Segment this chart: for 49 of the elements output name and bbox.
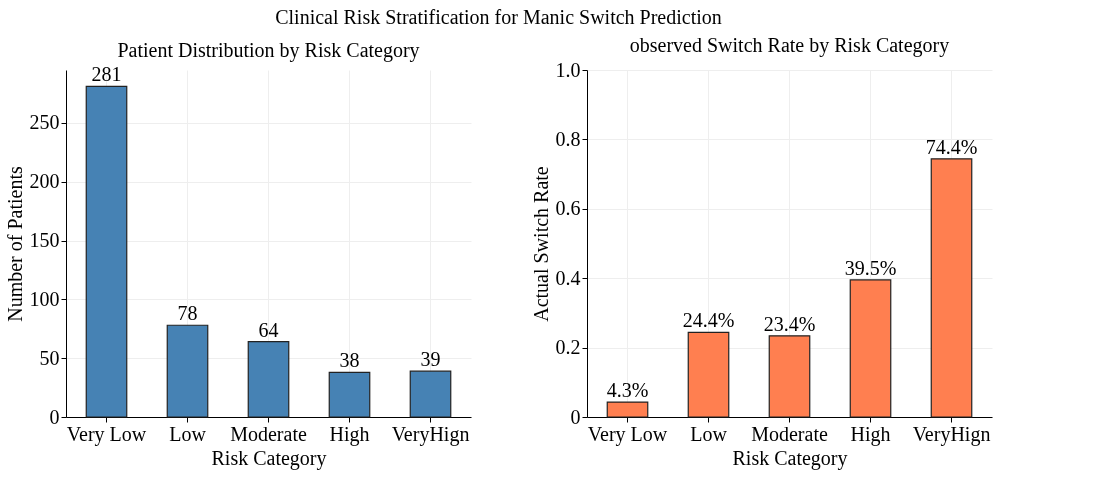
y-tick-label: 0: [570, 405, 581, 428]
y-axis-title: Number of Patients: [3, 166, 26, 322]
x-tick-label: Very Low: [587, 422, 668, 446]
data-label: 38: [339, 349, 360, 372]
x-tick-label: Moderate: [230, 422, 307, 445]
y-axis-title: Actual Switch Rate: [529, 166, 552, 322]
bar: [247, 341, 290, 418]
bar: [166, 324, 209, 418]
data-label: 78: [177, 302, 198, 325]
data-label: 74.4%: [925, 135, 978, 158]
x-axis-title: Risk Category: [732, 446, 848, 470]
y-tick-label: 50: [39, 346, 60, 369]
bar: [409, 370, 452, 418]
y-tick-label: 0.8: [555, 127, 581, 150]
chart-title: Patient Distribution by Risk Category: [117, 39, 420, 63]
x-tick-label: VeryHign: [912, 422, 991, 446]
y-tick-label: 1.0: [555, 58, 581, 81]
bar: [687, 331, 730, 418]
data-label: 23.4%: [763, 312, 816, 335]
x-tick-label: VeryHign: [391, 422, 470, 446]
x-tick-label: Very Low: [66, 422, 147, 446]
x-axis-title: Risk Category: [211, 446, 327, 470]
data-label: 64: [258, 318, 279, 341]
data-label: 24.4%: [682, 309, 735, 332]
bar: [85, 85, 128, 418]
x-tick-label: High: [329, 422, 370, 446]
x-tick-label: Low: [169, 422, 207, 445]
y-tick-label: 150: [29, 229, 60, 252]
y-tick-label: 100: [29, 287, 60, 310]
bar: [328, 371, 371, 418]
bar: [768, 335, 811, 418]
y-tick-label: 0.6: [555, 197, 581, 220]
x-tick-label: Low: [690, 422, 728, 445]
x-tick-label: Moderate: [751, 422, 828, 445]
y-tick-label: 0.4: [555, 266, 581, 289]
bar: [606, 401, 649, 418]
data-label: 39.5%: [844, 256, 897, 279]
text: Clinical Risk Stratification for Manic Switch Prediction: [275, 6, 722, 28]
y-tick-label: 200: [29, 170, 60, 193]
data-label: 281: [91, 63, 122, 86]
data-label: 39: [420, 348, 441, 371]
y-tick-label: 250: [29, 111, 60, 134]
x-tick-label: High: [850, 422, 891, 446]
bar: [930, 158, 973, 418]
bar: [849, 279, 892, 418]
y-tick-label: 0: [49, 405, 60, 428]
y-tick-label: 0.2: [555, 336, 581, 359]
data-label: 4.3%: [606, 379, 649, 402]
chart-title: observed Switch Rate by Risk Category: [629, 34, 950, 57]
